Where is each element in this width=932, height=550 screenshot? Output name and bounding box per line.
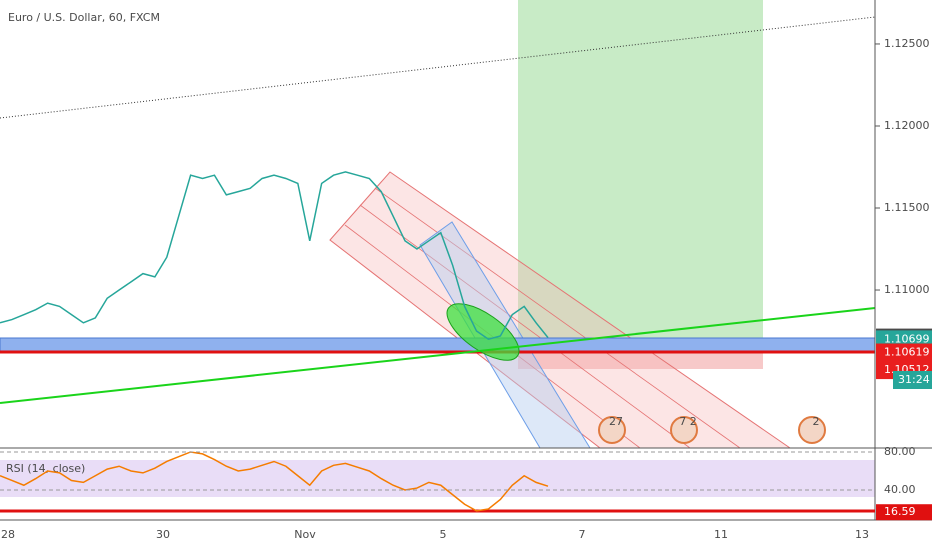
countdown: 31:24 [898, 373, 930, 386]
trendline [0, 307, 876, 404]
long-position-profit [518, 0, 763, 345]
highlight-ellipse [446, 303, 520, 361]
y-tick-label: 1.11000 [884, 283, 930, 296]
event-icon [798, 416, 826, 444]
x-tick-label: Nov [294, 528, 316, 541]
event-count: 2 [813, 415, 820, 428]
rsi-title: RSI (14, close) [6, 462, 85, 475]
y-tick-label: 1.12000 [884, 119, 930, 132]
event-icon [670, 416, 698, 444]
channel-line [359, 204, 691, 449]
y-tick-label: 40.00 [884, 483, 916, 496]
chart-title: Euro / U.S. Dollar, 60, FXCM [8, 11, 160, 24]
x-tick-label: 30 [156, 528, 170, 541]
x-tick-label: 7 [579, 528, 586, 541]
price-line [0, 171, 549, 341]
event-icon [598, 416, 626, 444]
price-badge-label: 1.10619 [884, 346, 930, 359]
y-tick-label: 80.00 [884, 445, 916, 458]
x-tick-label: 11 [714, 528, 728, 541]
rsi-band [0, 460, 875, 497]
rsi-badge-label: 16.59 [884, 505, 916, 518]
price-badge [876, 343, 932, 362]
rsi-line [0, 451, 549, 512]
countdown-badge [893, 371, 932, 389]
x-tick-label: 13 [855, 528, 869, 541]
y-tick-label: 1.12500 [884, 37, 930, 50]
channel-line [374, 187, 741, 449]
y-tick-label: 1.11500 [884, 201, 930, 214]
event-count: 27 [609, 415, 623, 428]
price-badge-label: 1.10699 [884, 332, 930, 345]
support-zone [0, 337, 876, 353]
x-tick-label: 5 [440, 528, 447, 541]
rsi-badge [876, 504, 932, 521]
x-tick-label: 28 [1, 528, 15, 541]
event-count: 7 2 [679, 415, 697, 428]
